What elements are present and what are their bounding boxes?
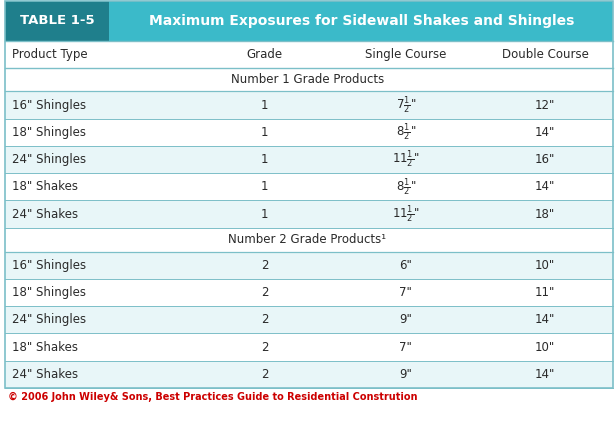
- Text: 18": 18": [535, 207, 555, 221]
- Text: 14": 14": [535, 313, 555, 326]
- Bar: [5, 361, 613, 388]
- Text: © 2006 John Wiley& Sons, Best Practices Guide to Residential Constrution: © 2006 John Wiley& Sons, Best Practices …: [8, 391, 418, 401]
- Text: 6": 6": [400, 259, 412, 272]
- Bar: [5, 228, 613, 252]
- Text: 8$\frac{1}{2}$": 8$\frac{1}{2}$": [395, 121, 416, 143]
- Text: 24" Shakes: 24" Shakes: [12, 368, 79, 381]
- Text: 2: 2: [261, 368, 268, 381]
- Text: 2: 2: [261, 286, 268, 299]
- Text: 18" Shakes: 18" Shakes: [12, 340, 78, 354]
- Text: 14": 14": [535, 180, 555, 194]
- Text: 2: 2: [261, 259, 268, 272]
- Text: Number 2 Grade Products¹: Number 2 Grade Products¹: [228, 233, 387, 246]
- Bar: [5, 1, 613, 388]
- Text: 2: 2: [261, 313, 268, 326]
- Text: Double Course: Double Course: [502, 48, 589, 61]
- Text: 16" Shingles: 16" Shingles: [12, 98, 87, 112]
- Text: 1: 1: [261, 207, 268, 221]
- Text: 7": 7": [400, 286, 412, 299]
- Text: 14": 14": [535, 126, 555, 139]
- Text: 24" Shingles: 24" Shingles: [12, 153, 87, 166]
- Bar: [5, 91, 613, 119]
- Text: Number 1 Grade Products: Number 1 Grade Products: [231, 73, 384, 86]
- Bar: [5, 146, 613, 173]
- Bar: [5, 119, 613, 146]
- Text: 14": 14": [535, 368, 555, 381]
- Text: 11$\frac{1}{2}$": 11$\frac{1}{2}$": [392, 149, 420, 171]
- Bar: [5, 306, 613, 333]
- Text: 12": 12": [535, 98, 555, 112]
- Bar: [5, 68, 613, 91]
- Bar: [5, 252, 613, 279]
- Text: 2: 2: [261, 340, 268, 354]
- Text: 9": 9": [400, 313, 412, 326]
- Text: 1: 1: [261, 153, 268, 166]
- Bar: [5, 200, 613, 228]
- Bar: [5, 279, 613, 306]
- Text: 16": 16": [535, 153, 555, 166]
- Text: 24" Shingles: 24" Shingles: [12, 313, 87, 326]
- Text: 8$\frac{1}{2}$": 8$\frac{1}{2}$": [395, 176, 416, 198]
- Text: Single Course: Single Course: [365, 48, 446, 61]
- Text: 18" Shingles: 18" Shingles: [12, 126, 86, 139]
- Text: 10": 10": [535, 340, 555, 354]
- Text: TABLE 1-5: TABLE 1-5: [20, 14, 95, 27]
- Bar: [5, 1, 613, 41]
- Text: 10": 10": [535, 259, 555, 272]
- Text: 7": 7": [400, 340, 412, 354]
- Text: Maximum Exposures for Sidewall Shakes and Shingles: Maximum Exposures for Sidewall Shakes an…: [149, 14, 574, 28]
- Text: 1: 1: [261, 180, 268, 194]
- Text: Grade: Grade: [247, 48, 282, 61]
- Text: 16" Shingles: 16" Shingles: [12, 259, 87, 272]
- Text: 1: 1: [261, 126, 268, 139]
- Text: Product Type: Product Type: [12, 48, 88, 61]
- Text: 24" Shakes: 24" Shakes: [12, 207, 79, 221]
- Text: 11": 11": [535, 286, 555, 299]
- Bar: [5, 173, 613, 200]
- Text: 11$\frac{1}{2}$": 11$\frac{1}{2}$": [392, 203, 420, 225]
- Text: 1: 1: [261, 98, 268, 112]
- Text: 9": 9": [400, 368, 412, 381]
- Text: 7$\frac{1}{2}$": 7$\frac{1}{2}$": [395, 94, 416, 116]
- Bar: [109, 1, 613, 41]
- Text: 18" Shakes: 18" Shakes: [12, 180, 78, 194]
- Text: 18" Shingles: 18" Shingles: [12, 286, 86, 299]
- Bar: [5, 333, 613, 361]
- Bar: [5, 41, 613, 68]
